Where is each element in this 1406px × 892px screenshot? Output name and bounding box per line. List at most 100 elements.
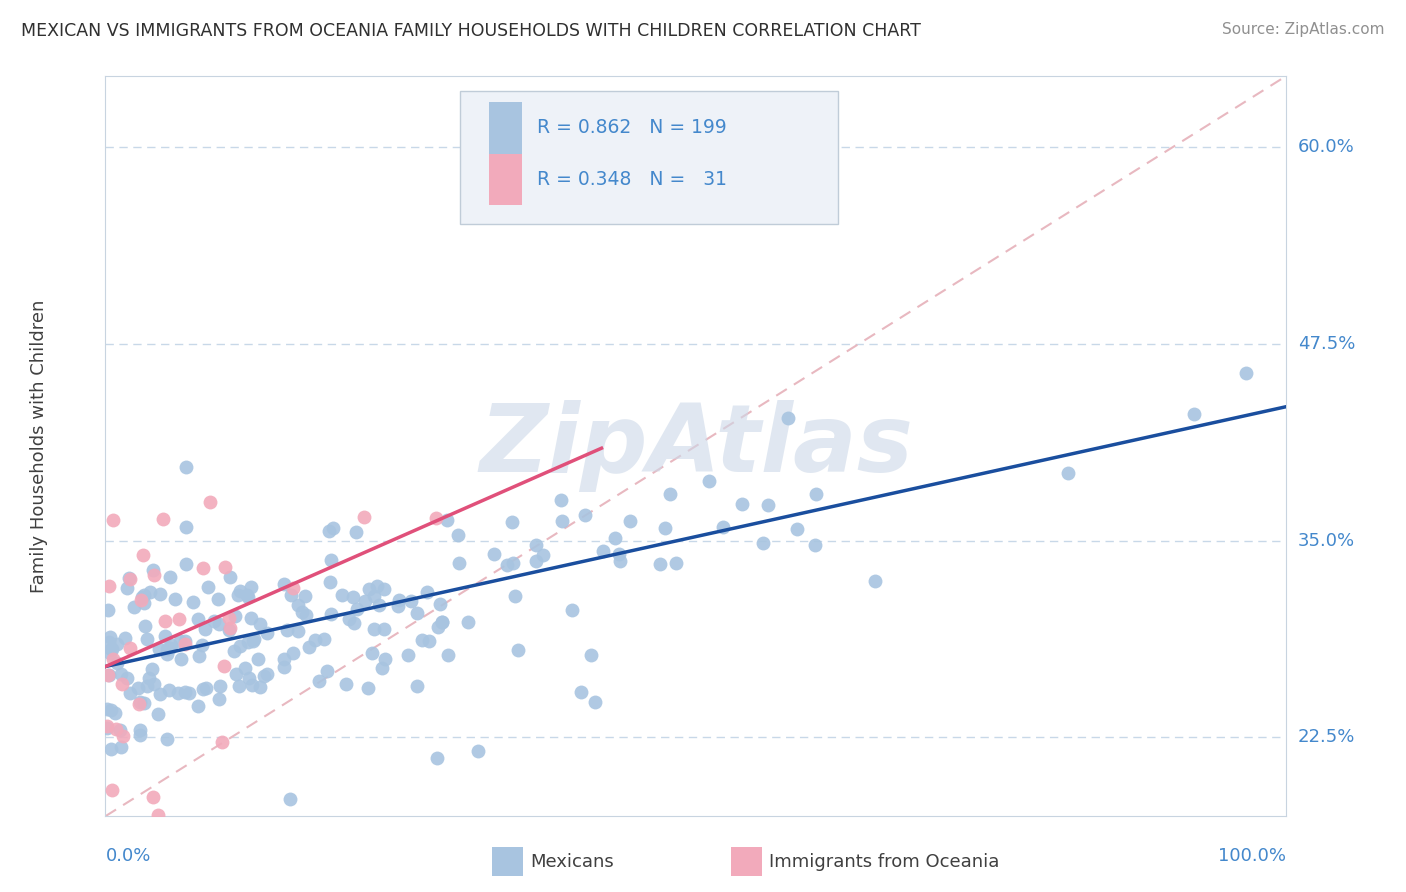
Point (138, 671, 160, 685)
Point (174, 459, 197, 474)
Point (174, 558, 197, 572)
Point (156, 647, 179, 661)
Point (256, 626, 278, 640)
Point (373, 582, 395, 597)
Point (159, 640, 181, 655)
Point (149, 587, 172, 601)
Point (224, 609, 246, 624)
Point (249, 680, 271, 694)
Point (405, 679, 427, 693)
Point (346, 601, 368, 615)
Point (353, 510, 375, 524)
Point (342, 591, 364, 605)
Point (583, 695, 606, 709)
Point (295, 608, 318, 623)
Point (141, 662, 163, 676)
Point (619, 514, 641, 528)
Text: MEXICAN VS IMMIGRANTS FROM OCEANIA FAMILY HOUSEHOLDS WITH CHILDREN CORRELATION C: MEXICAN VS IMMIGRANTS FROM OCEANIA FAMIL… (21, 22, 921, 40)
Point (169, 634, 191, 648)
Point (149, 687, 172, 701)
Point (233, 661, 256, 675)
Point (156, 642, 179, 657)
Point (569, 684, 592, 698)
Point (354, 594, 377, 608)
Point (202, 614, 225, 628)
Point (157, 683, 180, 698)
Point (467, 744, 489, 758)
Point (253, 669, 276, 683)
Point (297, 640, 319, 654)
Point (179, 685, 201, 699)
Point (118, 572, 141, 586)
Point (863, 574, 886, 589)
Point (132, 548, 155, 562)
Point (100, 742, 122, 756)
Point (343, 616, 366, 631)
Point (238, 591, 260, 605)
Point (191, 681, 214, 696)
Point (503, 589, 526, 603)
Point (426, 751, 449, 765)
Point (609, 554, 631, 568)
Point (228, 679, 250, 693)
Point (437, 648, 460, 663)
Point (118, 686, 141, 700)
Point (142, 567, 165, 582)
Point (654, 521, 676, 535)
Point (134, 619, 156, 633)
Point (416, 585, 439, 599)
Point (731, 497, 754, 511)
Point (756, 498, 779, 512)
Point (105, 722, 128, 736)
Text: R = 0.862   N = 199: R = 0.862 N = 199 (537, 118, 727, 137)
Point (98, 646, 121, 660)
Point (101, 782, 124, 797)
Point (363, 589, 385, 603)
Point (430, 615, 453, 629)
Point (752, 536, 775, 550)
Text: Mexicans: Mexicans (530, 853, 614, 871)
Point (225, 666, 247, 681)
Text: R = 0.348   N =   31: R = 0.348 N = 31 (537, 170, 727, 189)
Point (436, 513, 458, 527)
Point (278, 792, 301, 806)
Point (316, 665, 339, 679)
Point (174, 634, 197, 648)
Point (396, 648, 419, 663)
Point (128, 697, 150, 711)
Point (132, 596, 155, 610)
Point (308, 673, 330, 688)
Point (101, 642, 124, 657)
Point (98, 631, 121, 645)
Point (359, 582, 381, 596)
Point (134, 588, 156, 602)
Point (153, 614, 176, 628)
Point (294, 590, 316, 604)
Point (146, 807, 169, 822)
Point (167, 612, 190, 626)
Point (281, 581, 304, 595)
Point (399, 594, 422, 608)
Point (104, 706, 127, 720)
Bar (489, 102, 523, 153)
Point (335, 677, 357, 691)
Point (319, 607, 342, 622)
Point (191, 561, 214, 575)
Point (100, 642, 122, 657)
Point (697, 474, 720, 488)
Point (187, 699, 209, 714)
Point (239, 581, 262, 595)
Point (551, 514, 574, 528)
Point (360, 646, 382, 660)
Point (273, 577, 295, 591)
Point (96, 702, 118, 716)
Point (786, 522, 808, 536)
Point (208, 617, 231, 632)
Point (238, 671, 260, 685)
Text: Source: ZipAtlas.com: Source: ZipAtlas.com (1222, 22, 1385, 37)
Point (239, 610, 262, 624)
Point (143, 677, 166, 691)
Point (229, 640, 252, 654)
Text: ZipAtlas: ZipAtlas (479, 400, 912, 492)
Point (240, 677, 263, 691)
